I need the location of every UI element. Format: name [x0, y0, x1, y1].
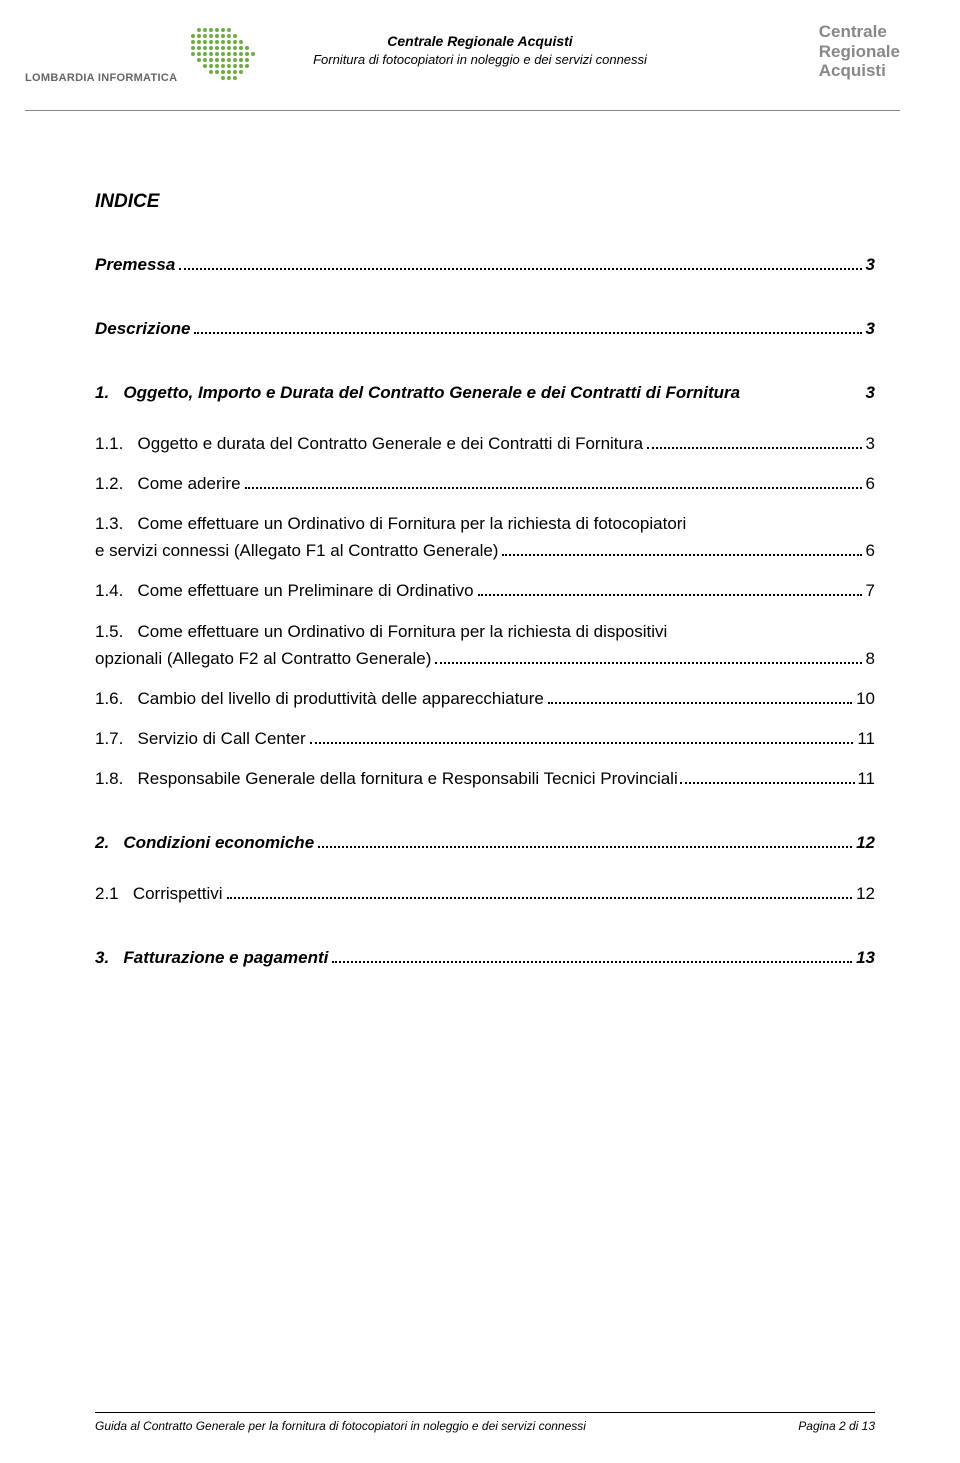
- logo-left: LOMBARDIA INFORMATICA: [25, 20, 263, 90]
- toc-label: Responsabile Generale della fornitura e …: [138, 765, 678, 792]
- toc-dots: [548, 702, 852, 704]
- toc-dots: [435, 662, 861, 664]
- toc-label: Servizio di Call Center: [138, 725, 306, 752]
- toc-num: 1.6.: [95, 685, 138, 712]
- toc-page: 3: [866, 251, 875, 278]
- toc-num: 1.3.: [95, 510, 138, 537]
- toc-num: 1.: [95, 379, 123, 406]
- page-header: LOMBARDIA INFORMATICA: [0, 0, 960, 110]
- toc-dots: [478, 594, 862, 596]
- toc-dots: [680, 782, 856, 784]
- toc-dots: [332, 961, 852, 963]
- toc-page: 12: [856, 829, 875, 856]
- toc-dots: [310, 742, 854, 744]
- toc-label: Fatturazione e pagamenti: [123, 944, 328, 971]
- header-center: Centrale Regionale Acquisti Fornitura di…: [313, 32, 647, 68]
- toc-num: 2.: [95, 829, 123, 856]
- toc-num: 2.1: [95, 880, 133, 907]
- toc-dots: [318, 846, 852, 848]
- header-right: Centrale Regionale Acquisti: [819, 22, 900, 81]
- toc-label: Corrispettivi: [133, 880, 223, 907]
- toc-dots: [647, 447, 861, 449]
- toc-row: 1.5. Come effettuare un Ordinativo di Fo…: [95, 618, 875, 672]
- toc-row: 1.4. Come effettuare un Preliminare di O…: [95, 577, 875, 604]
- toc-label-wrap: e servizi connessi (Allegato F1 al Contr…: [95, 537, 498, 564]
- toc-row: Premessa 3: [95, 251, 875, 278]
- toc-label: Come effettuare un Ordinativo di Fornitu…: [138, 510, 687, 537]
- toc-row: 1. Oggetto, Importo e Durata del Contrat…: [95, 379, 875, 406]
- toc-dots: [227, 897, 853, 899]
- header-right-line3: Acquisti: [819, 61, 900, 81]
- footer-rule: [95, 1412, 875, 1413]
- toc-page: 3: [866, 379, 875, 406]
- toc-num: 1.4.: [95, 577, 138, 604]
- footer-row: Guida al Contratto Generale per la forni…: [95, 1419, 875, 1433]
- toc-row: 1.8. Responsabile Generale della fornitu…: [95, 765, 875, 792]
- toc-row: 1.7. Servizio di Call Center 11: [95, 725, 875, 752]
- footer-right: Pagina 2 di 13: [798, 1419, 875, 1433]
- toc-label: Come effettuare un Ordinativo di Fornitu…: [138, 618, 668, 645]
- toc-dots: [179, 268, 861, 270]
- toc-dots: [502, 554, 861, 556]
- toc-page: 12: [856, 880, 875, 907]
- toc-row: 3. Fatturazione e pagamenti 13: [95, 944, 875, 971]
- toc-title: INDICE: [95, 191, 875, 213]
- toc-page: 8: [866, 645, 875, 672]
- page-content: INDICE Premessa 3 Descrizione 3 1. Ogget…: [0, 111, 960, 971]
- toc-row: 1.3. Come effettuare un Ordinativo di Fo…: [95, 510, 875, 564]
- toc-num: 1.7.: [95, 725, 138, 752]
- toc-page: 3: [866, 315, 875, 342]
- toc-row: 2. Condizioni economiche 12: [95, 829, 875, 856]
- logo-text: LOMBARDIA INFORMATICA: [25, 72, 177, 90]
- toc-label: Descrizione: [95, 315, 190, 342]
- footer-left: Guida al Contratto Generale per la forni…: [95, 1419, 586, 1433]
- toc-num: 1.5.: [95, 618, 138, 645]
- toc-row: 2.1 Corrispettivi 12: [95, 880, 875, 907]
- toc-row: 1.2. Come aderire 6: [95, 470, 875, 497]
- header-right-line1: Centrale: [819, 22, 900, 42]
- page-footer: Guida al Contratto Generale per la forni…: [0, 1412, 960, 1433]
- toc-page: 6: [866, 470, 875, 497]
- toc-page: 7: [866, 577, 875, 604]
- toc-row: 1.1. Oggetto e durata del Contratto Gene…: [95, 430, 875, 457]
- toc-page: 11: [857, 765, 875, 792]
- toc-dots: [245, 487, 862, 489]
- toc-page: 6: [866, 537, 875, 564]
- header-center-line2: Fornitura di fotocopiatori in noleggio e…: [313, 51, 647, 69]
- toc-num: 1.1.: [95, 430, 138, 457]
- toc-label: Cambio del livello di produttività delle…: [138, 685, 544, 712]
- toc-row: 1.6. Cambio del livello di produttività …: [95, 685, 875, 712]
- toc-label: Premessa: [95, 251, 175, 278]
- toc-num: 1.2.: [95, 470, 138, 497]
- toc-page: 13: [856, 944, 875, 971]
- toc-label: Condizioni economiche: [123, 829, 314, 856]
- toc-page: 3: [866, 430, 875, 457]
- toc-label: Come aderire: [138, 470, 241, 497]
- toc-label: Oggetto, Importo e Durata del Contratto …: [123, 379, 865, 406]
- toc-page: 10: [856, 685, 875, 712]
- toc-page: 11: [857, 725, 875, 752]
- lombardia-map-icon: [183, 20, 263, 90]
- toc-label: Oggetto e durata del Contratto Generale …: [138, 430, 644, 457]
- toc-row: Descrizione 3: [95, 315, 875, 342]
- header-right-line2: Regionale: [819, 42, 900, 62]
- toc-num: 3.: [95, 944, 123, 971]
- toc-dots: [194, 332, 861, 334]
- header-center-line1: Centrale Regionale Acquisti: [313, 32, 647, 51]
- toc-label: Come effettuare un Preliminare di Ordina…: [138, 577, 474, 604]
- toc-num: 1.8.: [95, 765, 138, 792]
- toc-label-wrap: opzionali (Allegato F2 al Contratto Gene…: [95, 645, 431, 672]
